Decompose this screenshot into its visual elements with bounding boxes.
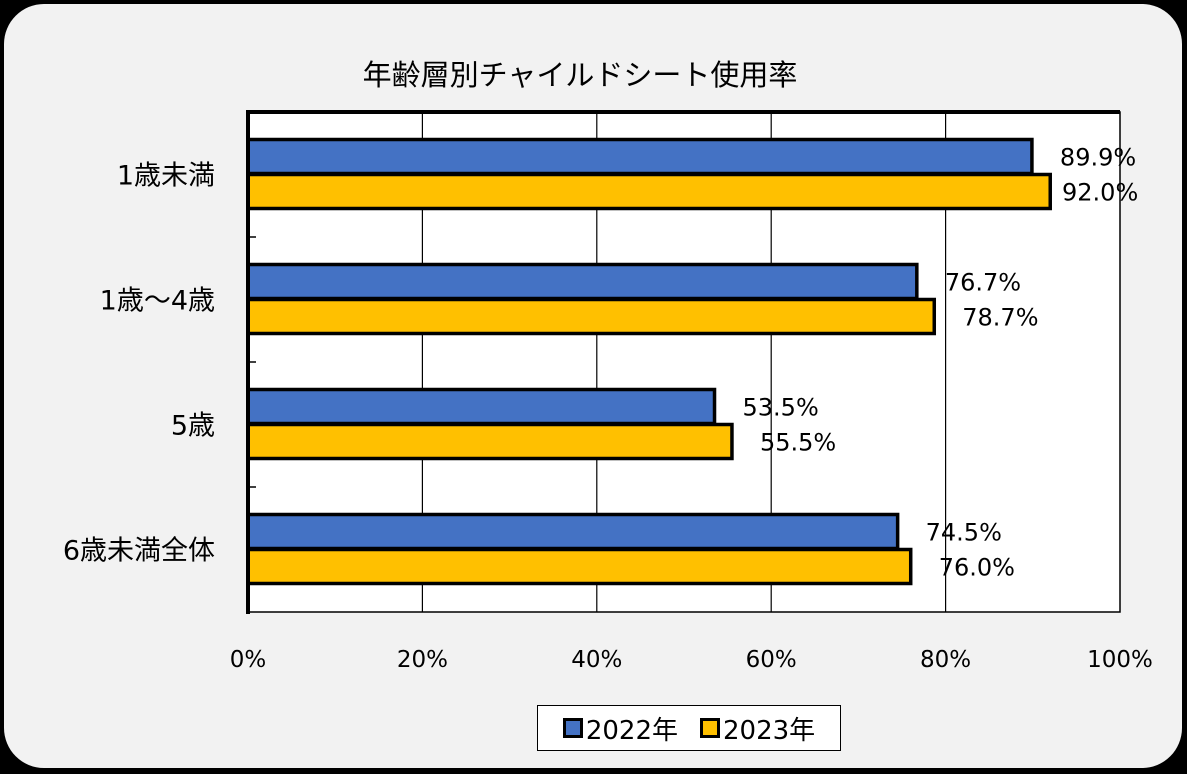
data-label: 53.5%: [743, 394, 819, 422]
bar-2022: [246, 387, 717, 426]
bar-2023: [246, 172, 1052, 211]
data-label: 89.9%: [1060, 144, 1136, 172]
bar-2022: [246, 137, 1034, 176]
x-tick-label: 20%: [397, 647, 448, 673]
data-label: 74.5%: [926, 519, 1002, 547]
legend: 2022年 2023年: [537, 705, 841, 751]
legend-swatch-2023: [700, 718, 720, 738]
category-label: 1歳未満: [117, 161, 215, 192]
x-tick-label: 60%: [746, 647, 797, 673]
data-label: 76.7%: [945, 269, 1021, 297]
legend-swatch-2022: [562, 718, 583, 738]
bar-2023: [246, 422, 734, 461]
data-label: 78.7%: [962, 304, 1038, 332]
category-label: 1歳～4歳: [100, 286, 215, 317]
x-tick-label: 0%: [230, 647, 267, 673]
bar-2023: [246, 297, 937, 336]
category-label: 5歳: [171, 411, 215, 442]
legend-label-2022: 2022年: [585, 715, 678, 746]
legend-item-2023: 2023年: [700, 710, 815, 747]
legend-label-2023: 2023年: [723, 715, 816, 746]
data-label: 55.5%: [760, 429, 836, 457]
bar-2022: [246, 512, 900, 551]
chart-title: 年齢層別チャイルドシート使用率: [362, 58, 798, 92]
bar-2023: [246, 547, 913, 586]
x-tick-label: 80%: [920, 647, 971, 673]
category-label: 6歳未満全体: [63, 536, 215, 567]
x-tick-label: 100%: [1087, 647, 1153, 673]
data-label: 92.0%: [1062, 179, 1138, 207]
data-label: 76.0%: [939, 554, 1015, 582]
legend-item-2022: 2022年: [562, 710, 678, 747]
x-tick-label: 40%: [571, 647, 622, 673]
bar-2022: [246, 262, 919, 301]
